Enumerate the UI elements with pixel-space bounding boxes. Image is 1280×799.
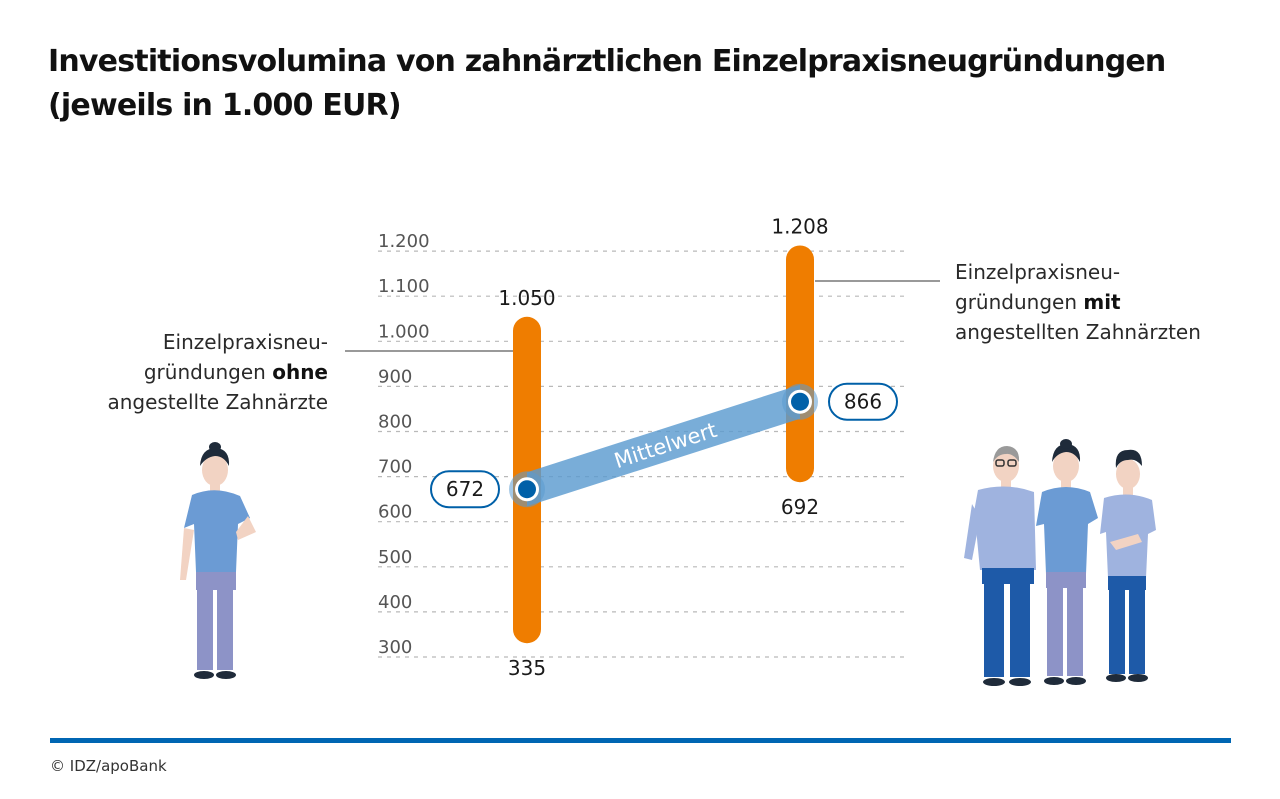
title-line-2: (jeweils in 1.000 EUR) <box>48 88 402 123</box>
max-label-1: 1.050 <box>498 286 555 310</box>
footer-rule <box>50 738 1231 743</box>
y-tick-label-700: 700 <box>378 457 412 478</box>
label-with-employees: Einzelpraxisneu- gründungen mit angestel… <box>955 257 1265 347</box>
grid-lines <box>378 250 905 658</box>
chart-title: Investitionsvolumina von zahnärztlichen … <box>48 40 1248 128</box>
source-credit: © IDZ/apoBank <box>50 757 167 775</box>
y-tick-label-600: 600 <box>378 502 412 523</box>
left-label-line-3: angestellte Zahnärzte <box>107 390 328 414</box>
left-label-bold: ohne <box>272 360 328 384</box>
y-tick-label-400: 400 <box>378 592 412 613</box>
mean-dot-1 <box>518 480 536 499</box>
dentist-single-illustration <box>180 442 256 679</box>
range-bar-2 <box>786 245 814 483</box>
y-tick-label-1000: 1.000 <box>378 321 430 342</box>
right-label-bold: mit <box>1083 290 1121 314</box>
max-label-2: 1.208 <box>771 214 828 238</box>
y-tick-label-300: 300 <box>378 637 412 658</box>
right-label-line-1: Einzelpraxisneu- <box>955 260 1121 284</box>
y-axis-ticks: 1.200 1.100 1.000 900 800 700 600 500 400 300 <box>378 231 430 658</box>
y-tick-label-500: 500 <box>378 547 412 568</box>
y-tick-label-900: 900 <box>378 366 412 387</box>
min-label-2: 692 <box>781 495 819 519</box>
y-tick-label-1100: 1.100 <box>378 276 430 297</box>
label-without-employees: Einzelpraxisneu- gründungen ohne angeste… <box>60 327 328 417</box>
mean-value-bubble-1 <box>430 470 500 509</box>
right-label-line-2: gründungen <box>955 290 1084 314</box>
mean-band-label: Mittelwert <box>611 418 719 473</box>
y-tick-label-1200: 1.200 <box>378 231 430 252</box>
y-tick-label-800: 800 <box>378 412 412 433</box>
min-label-1: 335 <box>508 656 546 680</box>
title-line-1: Investitionsvolumina von zahnärztlichen … <box>48 44 1166 79</box>
right-label-line-3: angestellten Zahnärzten <box>955 320 1201 344</box>
mean-dot-2 <box>791 392 809 411</box>
left-label-line-2: gründungen <box>143 360 273 384</box>
mean-value-bubble-2 <box>828 382 898 421</box>
dentist-team-illustration <box>964 439 1156 686</box>
mean-layer: Mittelwert 672 866 <box>430 382 898 509</box>
mean-band <box>527 384 800 507</box>
leader-lines <box>345 280 940 352</box>
mean-value-label-2: 866 <box>844 390 882 414</box>
mean-value-label-1: 672 <box>446 477 484 501</box>
left-label-line-1: Einzelpraxisneu- <box>162 330 328 354</box>
